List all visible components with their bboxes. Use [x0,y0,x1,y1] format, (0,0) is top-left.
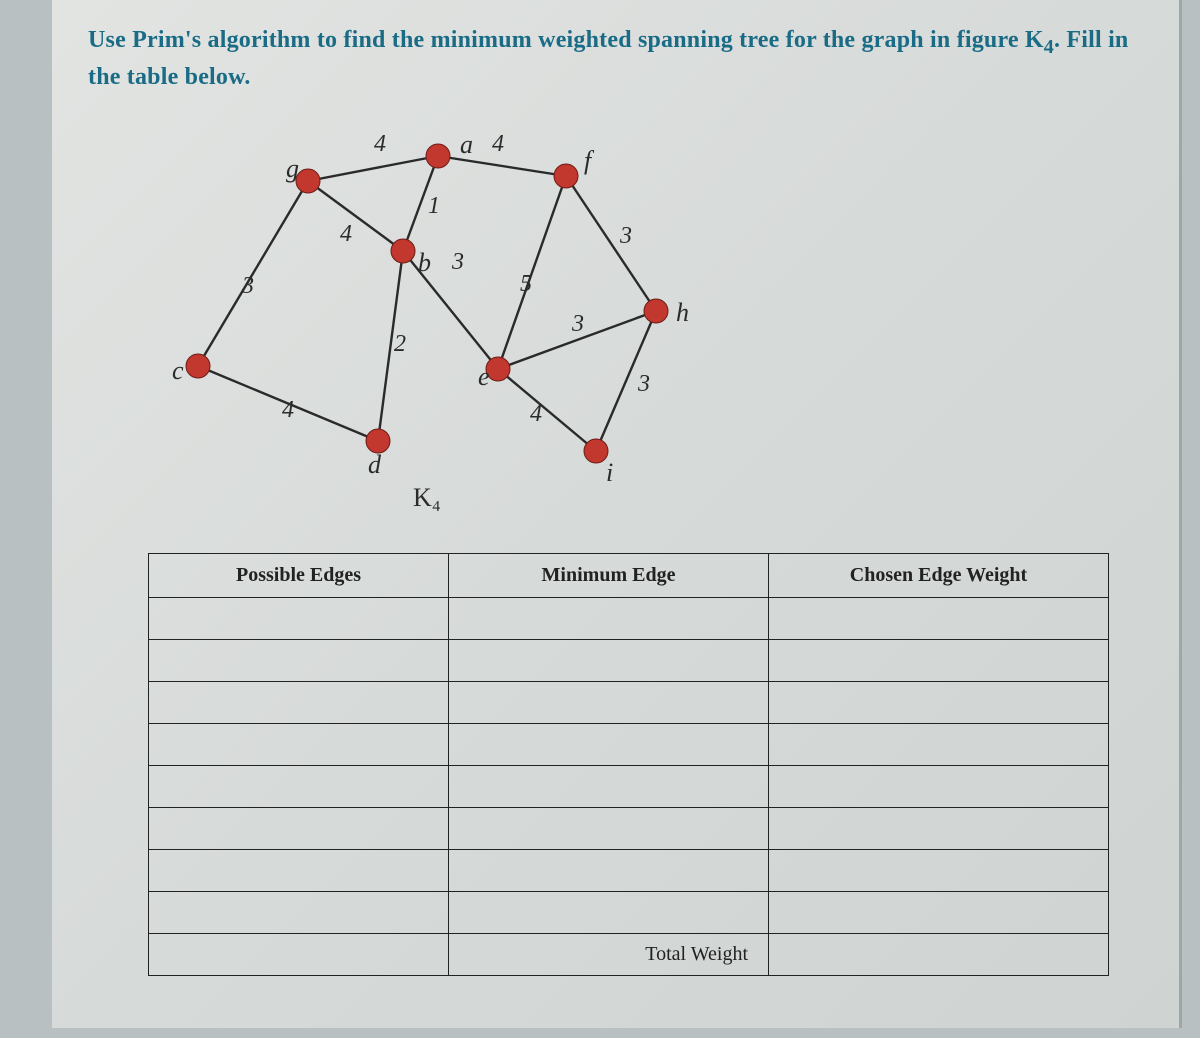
node-label-h: h [676,298,689,327]
table-row [149,808,1109,850]
node-h [644,299,668,323]
table-cell[interactable] [149,640,449,682]
table-cell[interactable] [149,598,449,640]
table-cell[interactable] [769,892,1109,934]
edge-g-b [308,181,403,251]
table-row [149,598,1109,640]
table-cell[interactable] [769,724,1109,766]
worksheet-page: Use Prim's algorithm to find the minimum… [52,0,1182,1028]
table-row [149,850,1109,892]
node-label-a: a [460,130,473,159]
edge-e-i [498,369,596,451]
node-i [584,439,608,463]
graph-figure: 4 4 1 4 3 3 2 4 5 3 3 4 3 a b c d e f g h i K₄ [128,111,748,531]
table-cell[interactable] [449,724,769,766]
node-label-c: c [172,356,184,385]
weight-a-b: 1 [428,193,440,219]
table-cell[interactable] [149,682,449,724]
node-b [391,239,415,263]
table-cell[interactable] [449,850,769,892]
node-label-i: i [606,458,613,487]
node-label-d: d [368,450,382,479]
edge-f-h [566,176,656,311]
node-g [296,169,320,193]
table-cell-empty [149,934,449,976]
weight-b-e: 3 [451,249,464,275]
weight-e-h: 3 [571,311,584,337]
node-f [554,164,578,188]
table-cell[interactable] [449,808,769,850]
table-row [149,892,1109,934]
graph-svg: 4 4 1 4 3 3 2 4 5 3 3 4 3 a b c d e f g h i K₄ [128,111,748,531]
node-label-g: g [286,154,299,183]
table-header-row: Possible Edges Minimum Edge Chosen Edge … [149,554,1109,598]
weight-g-b: 4 [340,221,352,247]
weight-e-i: 4 [530,401,542,427]
total-weight-cell[interactable] [769,934,1109,976]
weight-f-e: 5 [520,271,532,297]
table-cell[interactable] [149,892,449,934]
table-cell[interactable] [449,640,769,682]
edge-a-f [438,156,566,176]
question-text: Use Prim's algorithm to find the minimum… [88,24,1143,93]
table-cell[interactable] [149,724,449,766]
weight-g-c: 3 [241,273,254,299]
figure-label: K₄ [413,483,441,512]
table-cell[interactable] [769,640,1109,682]
weight-h-i: 3 [637,371,650,397]
weight-f-h: 3 [619,223,632,249]
table-cell[interactable] [769,766,1109,808]
col-chosen-weight: Chosen Edge Weight [769,554,1109,598]
table-cell[interactable] [769,598,1109,640]
weight-b-d: 2 [394,331,406,357]
table-row [149,682,1109,724]
table-row [149,766,1109,808]
table-cell[interactable] [449,598,769,640]
node-c [186,354,210,378]
edge-g-a [308,156,438,181]
node-a [426,144,450,168]
weight-g-a: 4 [374,131,386,157]
table-cell[interactable] [449,766,769,808]
table-cell[interactable] [449,682,769,724]
table-cell[interactable] [449,892,769,934]
col-minimum-edge: Minimum Edge [449,554,769,598]
table-cell[interactable] [769,682,1109,724]
node-label-e: e [478,362,490,391]
table-cell[interactable] [149,850,449,892]
table-cell[interactable] [149,766,449,808]
table-cell[interactable] [769,850,1109,892]
table-row [149,724,1109,766]
weight-c-d: 4 [282,397,294,423]
weight-a-f: 4 [492,131,504,157]
prim-table-wrap: Possible Edges Minimum Edge Chosen Edge … [148,553,1108,976]
node-label-f: f [584,146,595,175]
col-possible-edges: Possible Edges [149,554,449,598]
edge-f-e [498,176,566,369]
total-row: Total Weight [149,934,1109,976]
node-e [486,357,510,381]
table-cell[interactable] [149,808,449,850]
node-label-b: b [418,248,431,277]
total-weight-label: Total Weight [449,934,769,976]
table-row [149,640,1109,682]
prim-table: Possible Edges Minimum Edge Chosen Edge … [148,553,1109,976]
table-cell[interactable] [769,808,1109,850]
